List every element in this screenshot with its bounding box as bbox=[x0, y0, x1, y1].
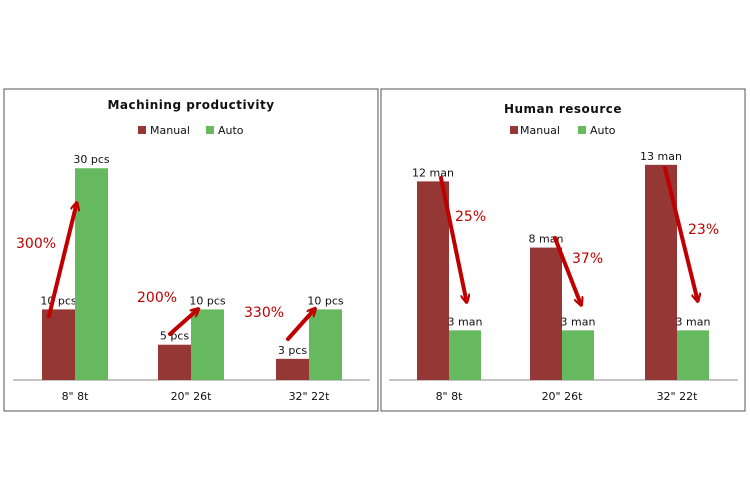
x-tick-label: 20" 26t bbox=[171, 390, 213, 403]
data-label: 3 man bbox=[561, 315, 596, 328]
chart-title: Machining productivity bbox=[107, 98, 274, 112]
data-label: 5 pcs bbox=[160, 330, 190, 343]
legend-swatch-manual bbox=[138, 126, 146, 134]
legend-swatch-manual bbox=[510, 126, 518, 134]
data-label: 3 man bbox=[676, 315, 711, 328]
change-percent-label: 200% bbox=[137, 290, 177, 306]
bar-manual bbox=[530, 247, 562, 380]
chart-marks: 10 pcs 30 pcs 5 pcs 10 pcs 3 pcs 10 pcs 300% 20… bbox=[16, 153, 344, 380]
legend-label-manual: Manual bbox=[150, 124, 190, 137]
bar-auto bbox=[449, 330, 481, 380]
data-label: 3 man bbox=[448, 315, 483, 328]
chart-title: Human resource bbox=[504, 102, 622, 116]
x-tick-label: 32" 22t bbox=[657, 390, 699, 403]
x-tick-label: 8" 8t bbox=[436, 390, 464, 403]
change-percent-label: 330% bbox=[244, 305, 284, 321]
change-arrow-up bbox=[168, 311, 196, 336]
bar-manual bbox=[42, 309, 75, 380]
bar-auto bbox=[309, 309, 342, 380]
change-arrow-up bbox=[286, 311, 313, 341]
bar-auto bbox=[562, 330, 594, 380]
change-percent-label: 25% bbox=[455, 209, 486, 225]
change-percent-label: 300% bbox=[16, 236, 56, 252]
legend-swatch-auto bbox=[578, 126, 586, 134]
change-arrow-down bbox=[439, 176, 466, 299]
legend-label-auto: Auto bbox=[218, 124, 244, 137]
legend-swatch-auto bbox=[206, 126, 214, 134]
bar-manual bbox=[276, 358, 309, 380]
bar-manual bbox=[417, 181, 449, 380]
x-tick-label: 8" 8t bbox=[62, 390, 90, 403]
change-arrow-up bbox=[47, 206, 76, 318]
bar-manual bbox=[158, 344, 191, 380]
bar-auto bbox=[677, 330, 709, 380]
data-label: 13 man bbox=[640, 150, 682, 163]
change-arrow-down bbox=[553, 236, 580, 302]
change-arrow-down bbox=[663, 166, 697, 298]
bar-auto bbox=[191, 309, 224, 380]
machining-productivity-chart: Machining productivity Manual Auto 10 pc… bbox=[3, 88, 379, 412]
data-label: 10 pcs bbox=[189, 294, 226, 307]
change-percent-label: 23% bbox=[688, 222, 719, 238]
legend-label-auto: Auto bbox=[590, 124, 616, 137]
data-label: 12 man bbox=[412, 166, 454, 179]
x-tick-label: 20" 26t bbox=[542, 390, 584, 403]
bar-auto bbox=[75, 168, 108, 380]
data-label: 10 pcs bbox=[40, 294, 77, 307]
x-tick-label: 32" 22t bbox=[289, 390, 331, 403]
data-label: 3 pcs bbox=[278, 344, 308, 357]
data-label: 10 pcs bbox=[307, 294, 344, 307]
change-percent-label: 37% bbox=[572, 251, 603, 267]
legend-label-manual: Manual bbox=[520, 124, 560, 137]
data-label: 30 pcs bbox=[73, 153, 110, 166]
